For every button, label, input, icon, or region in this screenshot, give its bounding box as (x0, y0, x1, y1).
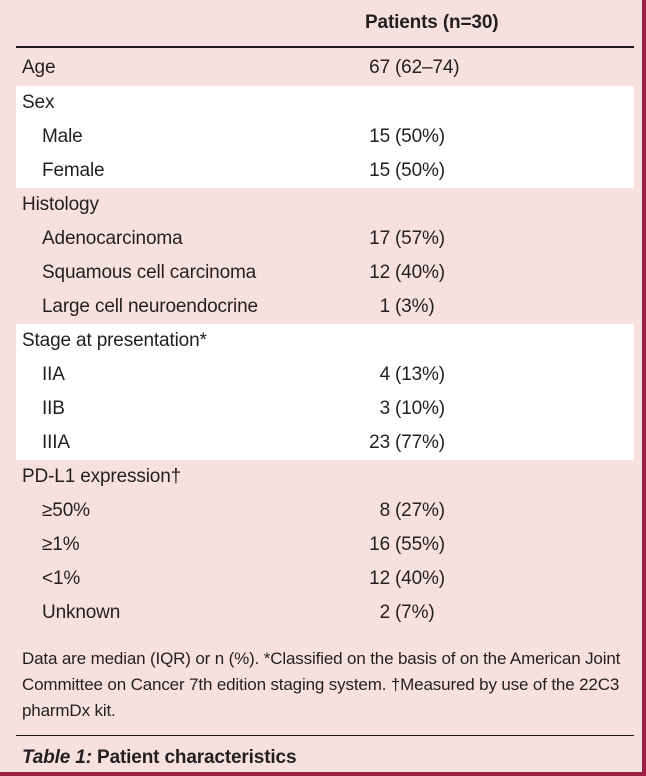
row-value-number: 12 (369, 568, 390, 589)
table-row: Histology (16, 188, 634, 222)
row-value-number: 23 (369, 432, 390, 453)
row-value-number: 1 (379, 296, 391, 317)
row-value-number: 12 (369, 262, 390, 283)
row-value: 8 (27%) (356, 494, 446, 528)
row-label: Squamous cell carcinoma (42, 262, 257, 283)
table-section: Age 67 (62–74) (16, 48, 634, 86)
row-value-number: 3 (379, 398, 391, 419)
row-value-number: 8 (379, 500, 391, 521)
table-row: <1% 12 (40%) (16, 562, 634, 596)
footnote: Data are median (IQR) or n (%). *Classif… (22, 649, 621, 720)
table-row: Age 67 (62–74) (16, 51, 634, 85)
table-row: IIB 3 (10%) (16, 392, 634, 426)
row-value-number: 2 (379, 602, 391, 623)
row-value-percent: (27%) (395, 500, 445, 521)
row-label: IIIA (42, 432, 70, 453)
row-value: 23 (77%) (356, 426, 445, 460)
table-section: Sex Male 15 (50%) Female 15 (50%) (16, 86, 634, 188)
table-row: IIA 4 (13%) (16, 358, 634, 392)
row-value-percent: (40%) (395, 262, 445, 283)
row-value-percent: (57%) (395, 228, 445, 249)
table-row: Male 15 (50%) (16, 120, 634, 154)
table-row: Sex (16, 86, 634, 120)
row-value: 4 (13%) (356, 358, 446, 392)
table-row: Squamous cell carcinoma 12 (40%) (16, 256, 634, 290)
row-label: IIB (42, 398, 65, 419)
row-value-percent: (40%) (395, 568, 445, 589)
table-row: Adenocarcinoma 17 (57%) (16, 222, 634, 256)
row-label: Unknown (42, 602, 121, 623)
table-header-row: Patients (n=30) (0, 0, 642, 46)
row-value-percent: (50%) (395, 126, 445, 147)
row-value: 16 (55%) (356, 528, 445, 562)
header-rule (16, 46, 634, 48)
row-label: ≥50% (42, 500, 90, 521)
table-row: ≥50% 8 (27%) (16, 494, 634, 528)
row-value-percent: (62–74) (395, 57, 460, 78)
row-value: 12 (40%) (356, 256, 445, 290)
row-value-number: 16 (369, 534, 390, 555)
row-value: 1 (3%) (356, 290, 435, 324)
row-label: Histology (22, 194, 99, 215)
table-row: ≥1% 16 (55%) (16, 528, 634, 562)
row-value: 2 (7%) (356, 596, 435, 630)
row-value-percent: (7%) (395, 602, 435, 623)
row-value-percent: (10%) (395, 398, 445, 419)
table-row: PD-L1 expression† (16, 460, 634, 494)
table-row: Large cell neuroendocrine 1 (3%) (16, 290, 634, 324)
table-body: Age 67 (62–74) Sex Male 15 (50%) Female … (0, 48, 642, 630)
row-value-percent: (3%) (395, 296, 435, 317)
row-value-number: 17 (369, 228, 390, 249)
row-label: IIA (42, 364, 65, 385)
row-value-number: 15 (369, 126, 390, 147)
row-value-number: 67 (369, 57, 390, 78)
row-label: Age (22, 57, 56, 78)
table-section: PD-L1 expression† ≥50% 8 (27%) ≥1% 16 (5… (16, 460, 634, 630)
row-value-percent: (55%) (395, 534, 445, 555)
row-label: PD-L1 expression† (22, 466, 182, 487)
row-value: 12 (40%) (356, 562, 445, 596)
row-label: Sex (22, 92, 55, 113)
table-row: IIIA 23 (77%) (16, 426, 634, 460)
row-label: Male (42, 126, 83, 147)
column-header: Patients (n=30) (365, 12, 499, 33)
table-section: Stage at presentation* IIA 4 (13%) IIB 3… (16, 324, 634, 460)
row-label: Stage at presentation* (22, 330, 207, 351)
row-value-number: 4 (379, 364, 391, 385)
row-label: <1% (42, 568, 81, 589)
caption-text: Patient characteristics (97, 747, 297, 768)
row-value: 3 (10%) (356, 392, 446, 426)
caption-label: Table 1: (22, 747, 92, 768)
table-row: Unknown 2 (7%) (16, 596, 634, 630)
row-value-percent: (13%) (395, 364, 445, 385)
table-row: Stage at presentation* (16, 324, 634, 358)
row-value: 67 (62–74) (356, 51, 459, 85)
caption-rule (16, 735, 634, 736)
table-caption: Table 1: Patient characteristics (22, 746, 634, 770)
row-value: 15 (50%) (356, 120, 445, 154)
row-label: Female (42, 160, 105, 181)
row-value-number: 15 (369, 160, 390, 181)
row-value: 17 (57%) (356, 222, 445, 256)
row-label: Large cell neuroendocrine (42, 296, 258, 317)
row-value: 15 (50%) (356, 154, 445, 188)
row-label: ≥1% (42, 534, 80, 555)
table-row: Female 15 (50%) (16, 154, 634, 188)
row-label: Adenocarcinoma (42, 228, 183, 249)
table-section: Histology Adenocarcinoma 17 (57%) Squamo… (16, 188, 634, 324)
row-value-percent: (77%) (395, 432, 445, 453)
row-value-percent: (50%) (395, 160, 445, 181)
